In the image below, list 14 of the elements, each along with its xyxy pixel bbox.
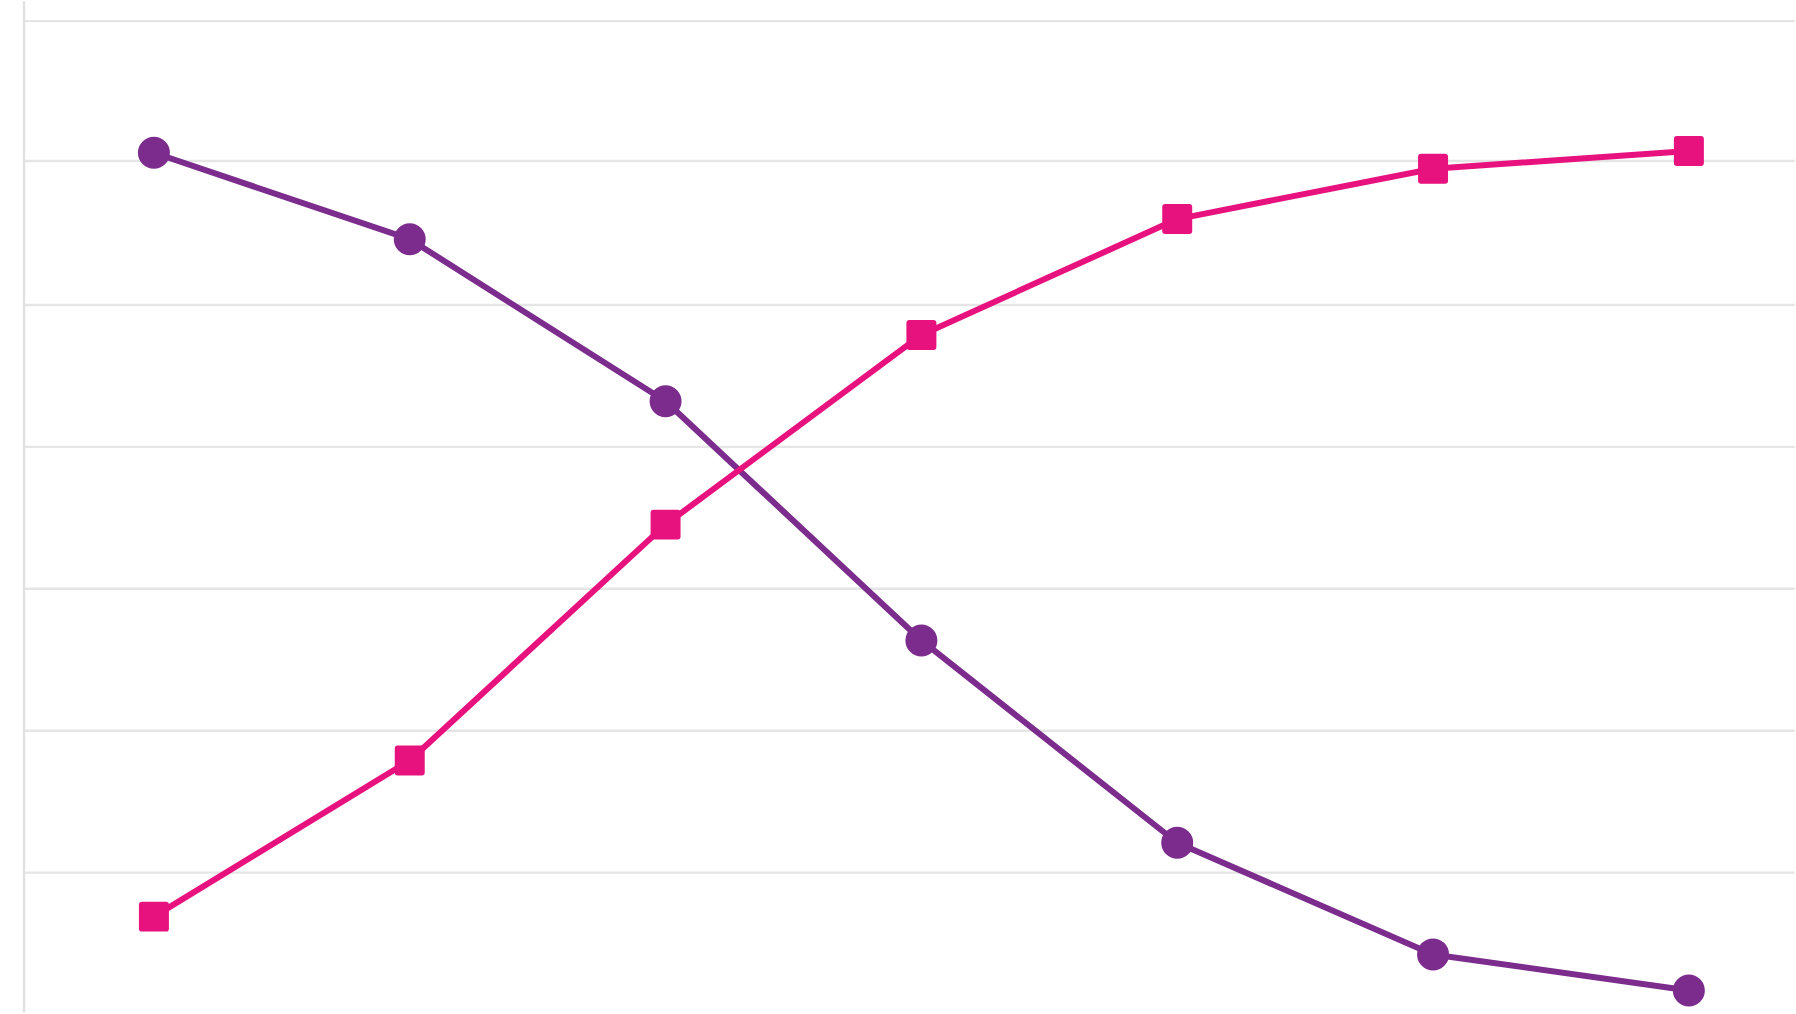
point	[1418, 153, 1449, 184]
point	[138, 901, 169, 932]
point	[137, 136, 170, 169]
point	[906, 320, 937, 351]
point	[1673, 136, 1704, 167]
point	[393, 223, 426, 256]
point	[1417, 938, 1450, 971]
point	[1672, 974, 1705, 1007]
point	[1162, 204, 1193, 235]
point	[394, 745, 425, 776]
point	[1161, 826, 1194, 859]
point	[905, 624, 938, 657]
point	[650, 509, 681, 540]
point	[649, 385, 682, 418]
